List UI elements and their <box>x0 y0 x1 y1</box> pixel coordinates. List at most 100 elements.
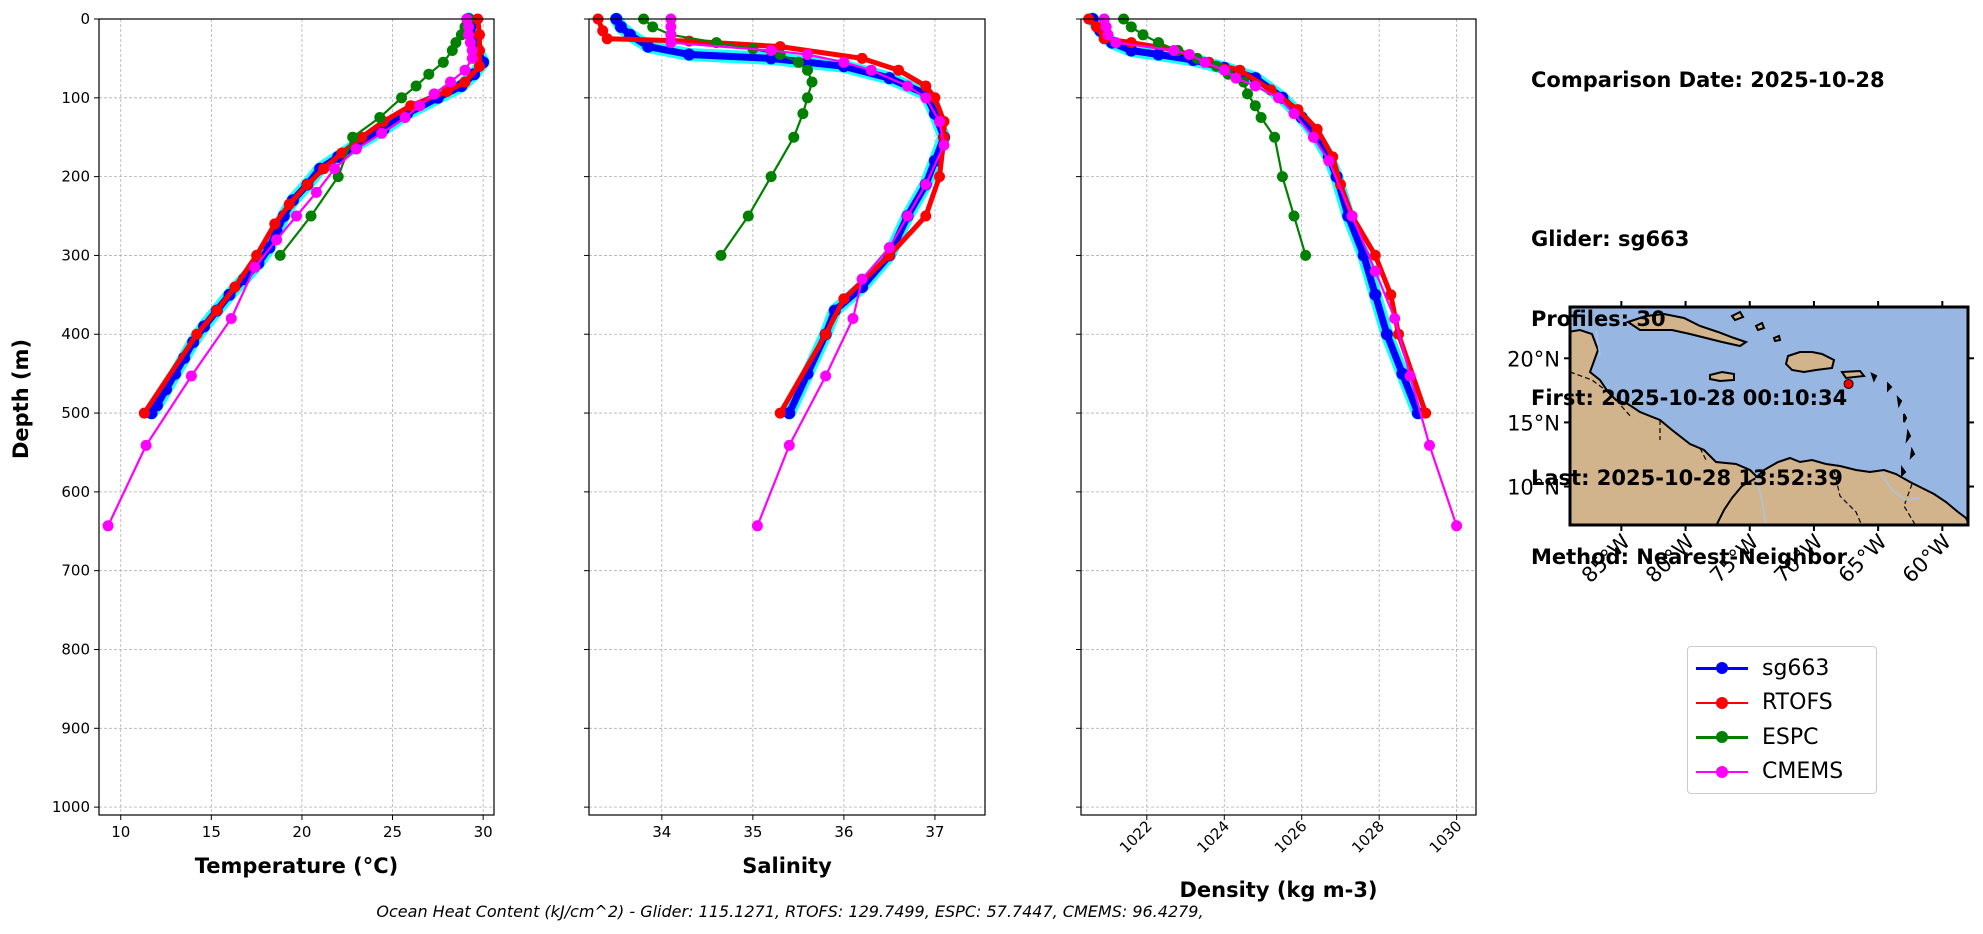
map-land-jamaica <box>1709 370 1735 383</box>
y-tick-label: 800 <box>61 640 90 658</box>
data-point-cmems <box>376 127 388 139</box>
data-point-rtofs <box>838 293 850 305</box>
x-tick-label: 1022 <box>1116 817 1156 857</box>
data-point-cmems <box>820 370 832 382</box>
data-point-rtofs <box>474 29 485 41</box>
data-point-cmems <box>902 210 914 222</box>
data-point-cmems <box>1451 520 1463 532</box>
legend-entry-cmems: CMEMS <box>1688 755 1876 790</box>
series-line-cmems <box>107 18 474 527</box>
data-point-cmems <box>1183 49 1195 60</box>
data-point-espc <box>1242 88 1253 100</box>
data-point-rtofs <box>774 407 786 419</box>
data-point-cmems <box>802 49 813 60</box>
data-point-rtofs <box>1369 249 1381 261</box>
data-point-cmems <box>1369 265 1381 277</box>
data-point-espc <box>1153 37 1164 49</box>
series-line-cmems <box>1103 18 1458 527</box>
data-point-cmems <box>1404 370 1416 382</box>
comparison-date: Comparison Date: 2025-10-28 <box>1531 68 1885 92</box>
data-point-cmems <box>856 273 868 285</box>
data-point-espc <box>374 112 386 123</box>
data-point-cmems <box>140 439 152 451</box>
data-point-espc <box>1255 112 1267 123</box>
data-point-cmems <box>1424 439 1435 451</box>
data-point-rtofs <box>601 33 613 45</box>
data-point-cmems <box>751 520 763 532</box>
data-point-cmems <box>865 64 877 76</box>
data-point-cmems <box>225 313 237 324</box>
data-point-cmems <box>1218 64 1230 76</box>
data-point-espc <box>396 92 408 104</box>
series-line-cmems <box>669 19 946 527</box>
map-borders <box>1570 371 1917 525</box>
axes-frame <box>1080 18 1477 816</box>
legend-label: CMEMS <box>1762 759 1844 785</box>
map-lon-label: 60°W <box>1898 529 1956 587</box>
data-point-rtofs <box>301 179 313 190</box>
ocean-heat-content-footer: Ocean Heat Content (kJ/cm^2) - Glider: 1… <box>376 902 1204 921</box>
data-point-cmems <box>350 143 362 155</box>
data-point-rtofs <box>318 163 330 175</box>
data-point-cmems <box>1389 313 1401 324</box>
data-point-cmems <box>1323 155 1335 167</box>
data-point-cmems <box>1273 92 1284 104</box>
series-line-sg663 <box>148 18 487 416</box>
x-axis-label: Temperature (°C) <box>195 854 398 878</box>
x-tick-label: 30 <box>474 823 493 841</box>
legend-entry-espc: ESPC <box>1688 720 1876 755</box>
data-point-rtofs <box>138 407 150 419</box>
data-point-rtofs <box>459 76 471 88</box>
data-point-rtofs <box>893 64 904 76</box>
x-tick-label: 35 <box>743 823 762 841</box>
data-point-rtofs <box>856 52 868 64</box>
data-point-cmems <box>310 186 322 198</box>
data-point-espc <box>437 56 449 68</box>
data-point-espc <box>802 64 813 76</box>
x-axis-label: Salinity <box>742 854 832 878</box>
data-point-rtofs <box>929 92 941 104</box>
x-tick-label: 36 <box>834 823 853 841</box>
data-point-sg663 <box>1125 44 1138 57</box>
data-point-rtofs <box>441 86 453 97</box>
profile-count: Profiles: 30 <box>1531 306 1666 331</box>
x-tick-label: 1024 <box>1193 817 1233 857</box>
map-lat-label: 20°N <box>1507 347 1560 371</box>
method: Method: Nearest-Neighbor <box>1531 545 1847 569</box>
series-envelope-sg663 <box>145 12 490 420</box>
data-point-cmems <box>783 439 795 451</box>
data-point-cmems <box>847 313 859 324</box>
data-point-rtofs <box>356 131 368 143</box>
data-point-sg663 <box>614 20 627 33</box>
data-point-cmems <box>883 242 895 254</box>
data-point-espc <box>792 56 804 68</box>
data-point-cmems <box>665 37 677 49</box>
map-lat-label: 15°N <box>1507 411 1560 435</box>
data-point-rtofs <box>474 60 485 72</box>
data-point-rtofs <box>1385 289 1397 301</box>
x-tick-label: 20 <box>292 823 311 841</box>
x-tick-label: 37 <box>925 823 944 841</box>
legend-label: sg663 <box>1762 655 1830 681</box>
x-tick-label: 1026 <box>1271 817 1311 857</box>
salinity-panel: 34 35 36 37 Salinity <box>584 12 986 878</box>
data-point-cmems <box>934 116 945 127</box>
data-point-rtofs <box>1420 407 1432 419</box>
data-point-rtofs <box>934 171 945 183</box>
data-point-espc <box>1276 171 1288 183</box>
data-point-rtofs <box>283 198 295 210</box>
y-tick-label: 900 <box>61 719 90 737</box>
axes-frame <box>98 18 495 816</box>
legend-swatch <box>1696 693 1748 713</box>
data-point-cmems <box>1168 45 1180 56</box>
data-point-cmems <box>838 56 850 68</box>
data-point-rtofs <box>1091 21 1102 33</box>
data-point-cmems <box>1288 108 1300 120</box>
data-point-rtofs <box>920 210 932 222</box>
data-point-sg663 <box>683 48 696 61</box>
data-point-cmems <box>291 210 302 222</box>
data-point-sg663 <box>765 52 778 65</box>
data-point-espc <box>788 131 800 143</box>
data-point-sg663 <box>642 40 655 53</box>
data-point-cmems <box>185 370 197 382</box>
